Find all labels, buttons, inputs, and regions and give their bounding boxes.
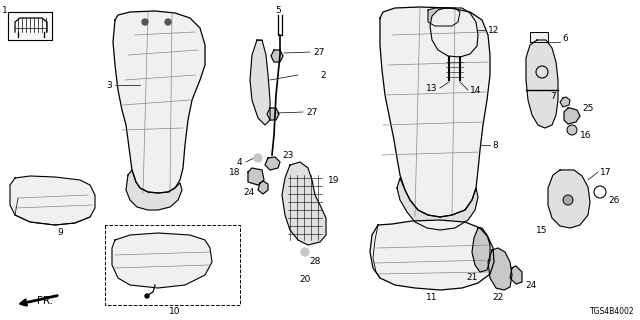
Text: 27: 27 [306,108,317,116]
Circle shape [165,19,171,25]
Polygon shape [370,220,494,290]
Text: 28: 28 [309,258,321,267]
Text: 11: 11 [426,293,438,302]
Text: 14: 14 [470,85,481,94]
Text: 18: 18 [228,167,240,177]
Text: 17: 17 [600,167,611,177]
Text: 16: 16 [580,131,591,140]
Polygon shape [113,11,205,193]
Circle shape [145,294,149,298]
Text: 24: 24 [244,188,255,196]
Text: TGS4B4002: TGS4B4002 [590,308,635,316]
Polygon shape [548,170,590,228]
Polygon shape [282,162,326,245]
Polygon shape [250,40,270,125]
Text: 24: 24 [525,281,536,290]
Polygon shape [488,248,512,290]
Text: 4: 4 [236,157,242,166]
Text: 25: 25 [582,103,593,113]
Polygon shape [265,157,280,170]
Polygon shape [112,233,212,288]
Circle shape [301,248,309,256]
Circle shape [254,154,262,162]
Text: 27: 27 [313,47,324,57]
Text: 9: 9 [57,228,63,236]
Polygon shape [267,108,279,120]
Polygon shape [472,228,490,272]
Text: 5: 5 [275,5,281,14]
Text: 20: 20 [300,276,310,284]
Text: 7: 7 [550,92,556,100]
Polygon shape [510,266,522,284]
Text: 8: 8 [492,140,498,149]
Polygon shape [126,170,182,210]
Text: FR.: FR. [37,296,53,306]
Circle shape [142,19,148,25]
Polygon shape [397,178,478,230]
Text: 15: 15 [536,226,547,235]
Circle shape [563,195,573,205]
Text: 3: 3 [106,81,112,90]
Text: 19: 19 [328,175,339,185]
Text: 1: 1 [2,5,8,14]
Polygon shape [428,8,460,26]
Text: 26: 26 [608,196,620,204]
Polygon shape [258,181,268,194]
Text: 13: 13 [426,84,437,92]
Circle shape [567,125,577,135]
Polygon shape [8,12,52,40]
Polygon shape [380,7,490,217]
Polygon shape [10,176,95,225]
Polygon shape [248,168,264,185]
Text: 6: 6 [562,34,568,43]
Text: 10: 10 [169,308,180,316]
Text: 21: 21 [467,274,477,283]
Polygon shape [560,97,570,107]
Text: 12: 12 [488,26,499,35]
Text: 23: 23 [282,150,293,159]
Text: 2: 2 [320,70,326,79]
Polygon shape [430,8,478,57]
Text: 22: 22 [492,293,504,302]
Polygon shape [271,50,283,62]
Polygon shape [564,108,580,124]
Polygon shape [526,40,558,128]
Polygon shape [530,32,548,42]
